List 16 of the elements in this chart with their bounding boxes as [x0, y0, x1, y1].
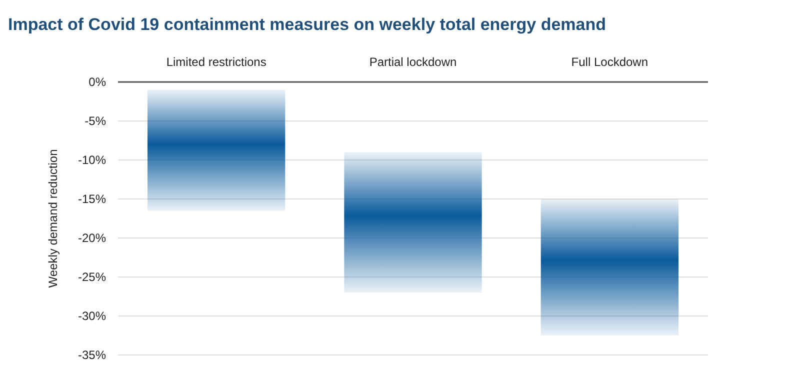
y-tick-label: -15% — [78, 192, 106, 206]
bar — [344, 152, 482, 293]
chart-title: Impact of Covid 19 containment measures on weekly total energy demand — [8, 15, 606, 34]
y-axis-title: Weekly demand reduction — [46, 149, 60, 288]
bar — [540, 199, 678, 336]
y-tick-label: -5% — [84, 114, 106, 128]
y-tick-label: -10% — [78, 153, 106, 168]
y-tick-label: -30% — [78, 309, 106, 324]
y-tick-label: -20% — [78, 231, 106, 246]
x-tick-label: Partial lockdown — [369, 55, 457, 69]
x-tick-label: Full Lockdown — [571, 55, 648, 69]
y-tick-label: -25% — [78, 270, 106, 284]
bar — [148, 90, 286, 211]
y-tick-label: 0% — [88, 75, 106, 90]
y-tick-label: -35% — [78, 348, 106, 362]
x-tick-label: Limited restrictions — [166, 55, 266, 69]
